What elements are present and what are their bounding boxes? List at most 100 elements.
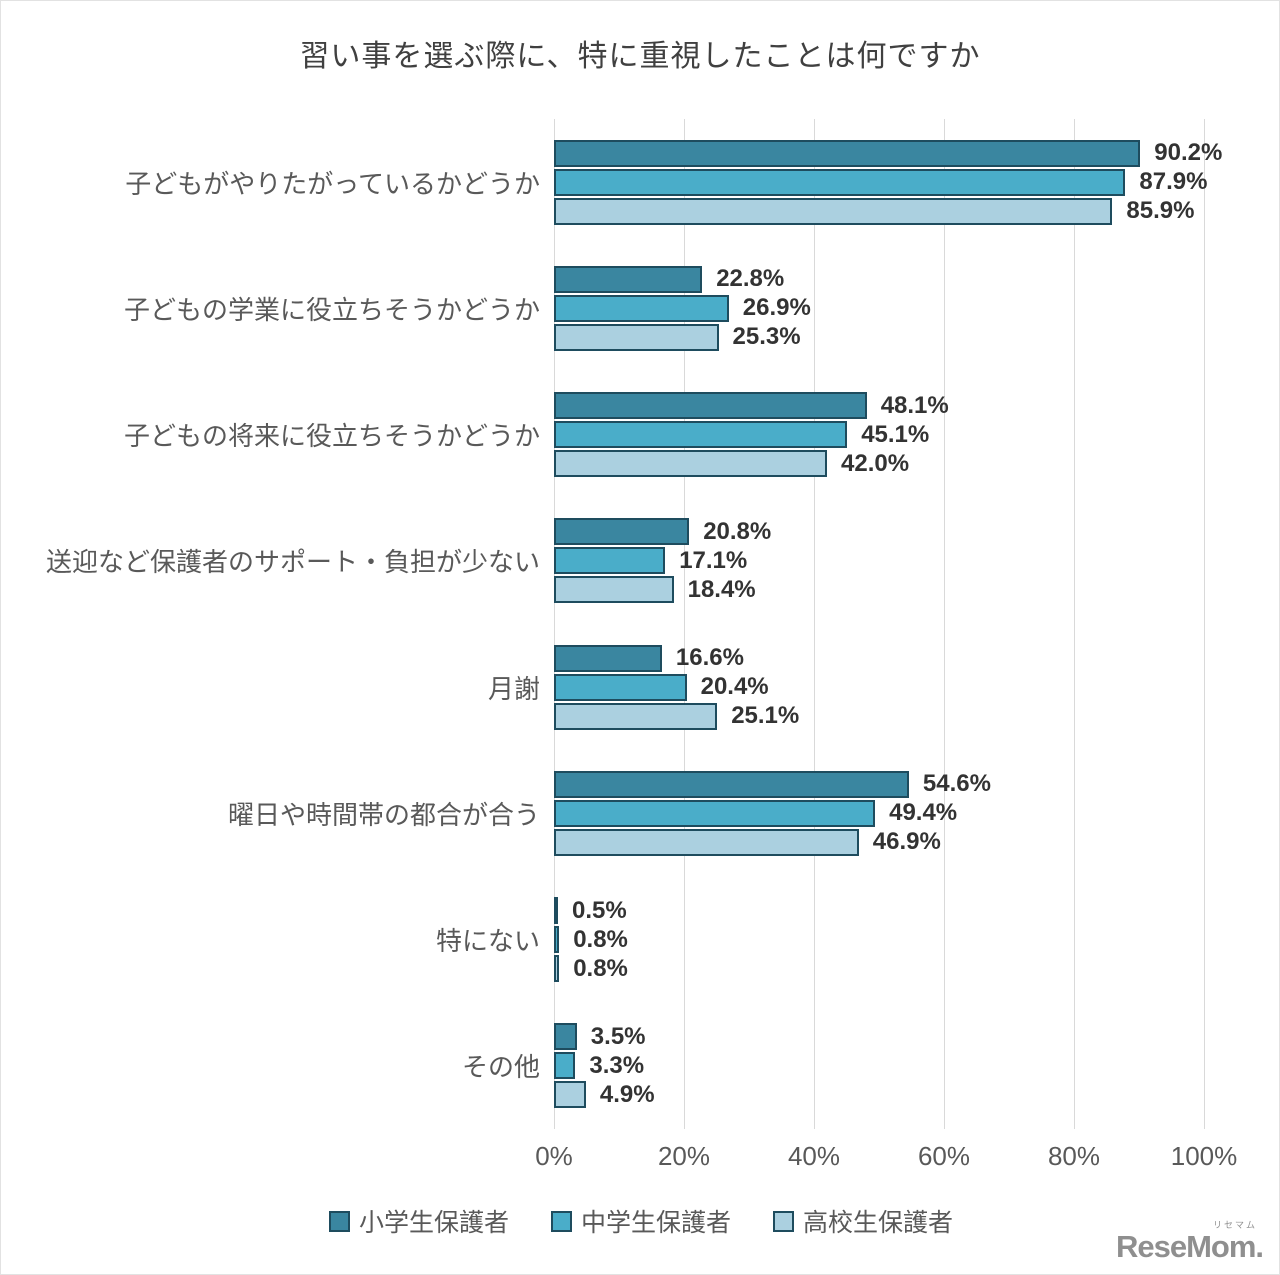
plot-area — [554, 119, 1205, 1129]
bar-value-label: 25.3% — [732, 323, 801, 351]
category-row: 特にない 0.5% 0.8% 0.8% — [1, 877, 1279, 1003]
bar-line: 18.4% — [554, 575, 1279, 604]
bar-value-label: 20.8% — [703, 517, 772, 545]
bar-series-2 — [554, 1052, 576, 1080]
gridline-0 — [554, 119, 555, 1129]
bar-line: 22.8% — [554, 265, 1279, 293]
bar-series-2 — [554, 421, 848, 449]
bar-series-1 — [554, 644, 662, 672]
category-label: 月謝 — [487, 673, 540, 704]
bar-series-1 — [554, 518, 690, 546]
bar-value-label: 45.1% — [861, 420, 930, 448]
bar-line: 17.1% — [554, 546, 1279, 575]
bar-series-3 — [554, 576, 674, 604]
bar-line: 48.1% — [554, 391, 1279, 420]
bar-series-3 — [554, 450, 827, 478]
legend-swatch-icon — [773, 1210, 794, 1232]
gridline-80 — [1074, 119, 1075, 1129]
category-label: 送迎など保護者のサポート・負担が少ない — [45, 547, 540, 578]
bar-value-label: 3.3% — [589, 1051, 645, 1079]
bar-rows: 子どもがやりたがっているかどうか 90.2% 87.9% 85.9% 子どもの学業に役立… — [1, 119, 1279, 1129]
bar-value-label: 48.1% — [880, 391, 949, 419]
bar-value-label: 90.2% — [1154, 139, 1223, 167]
bar-value-label: 87.9% — [1139, 168, 1208, 196]
bar-group: 16.6% 20.4% 25.1% — [554, 644, 1279, 730]
bar-series-3 — [554, 955, 560, 983]
bar-series-2 — [554, 799, 876, 827]
x-tick-label: 80% — [1047, 1141, 1101, 1171]
bar-line: 46.9% — [554, 828, 1279, 856]
category-label: 子どもがやりたがっているかどうか — [125, 168, 540, 199]
bar-line: 87.9% — [554, 168, 1279, 196]
bar-series-2 — [554, 547, 666, 575]
bar-line: 49.4% — [554, 799, 1279, 827]
bar-series-2 — [554, 168, 1126, 196]
bar-value-label: 49.4% — [889, 799, 958, 827]
category-label: 特にない — [435, 926, 540, 957]
gridline-20 — [684, 119, 685, 1129]
legend: 小学生保護者 中学生保護者 高校生保護者 — [1, 1203, 1279, 1239]
bar-line: 54.6% — [554, 770, 1279, 798]
bar-value-label: 16.6% — [675, 644, 744, 672]
x-tick-label: 100% — [1170, 1141, 1238, 1171]
legend-swatch-icon — [328, 1210, 350, 1232]
bar-series-1 — [554, 1023, 577, 1051]
bar-line: 0.5% — [554, 896, 1279, 925]
bar-value-label: 17.1% — [679, 546, 748, 574]
category-row: 子どもの将来に役立ちそうかどうか 48.1% 45.1% 42.0% — [1, 372, 1279, 498]
bar-line: 3.3% — [554, 1051, 1279, 1080]
resemom-logo-text: ReseMom. — [1115, 1229, 1264, 1264]
legend-label: 小学生保護者 — [358, 1209, 509, 1237]
gridline-100 — [1204, 119, 1205, 1129]
bar-value-label: 4.9% — [599, 1080, 655, 1108]
bar-group: 20.8% 17.1% 18.4% — [554, 517, 1279, 604]
resemom-logo-ruby: リセマム — [1212, 1220, 1257, 1230]
bar-value-label: 18.4% — [687, 575, 756, 603]
chart-title: 習い事を選ぶ際に、特に重視したことは何ですか — [299, 40, 981, 73]
bar-value-label: 22.8% — [716, 265, 785, 293]
bar-line: 0.8% — [554, 925, 1279, 954]
bar-group: 0.5% 0.8% 0.8% — [554, 896, 1279, 983]
legend-item: 中学生保護者 — [550, 1203, 731, 1239]
bar-series-1 — [554, 770, 909, 798]
bar-group: 54.6% 49.4% 46.9% — [554, 770, 1279, 856]
legend-item: 小学生保護者 — [328, 1203, 509, 1239]
bar-line: 85.9% — [554, 197, 1279, 225]
gridline-60 — [944, 119, 945, 1129]
category-label: 子どもの学業に役立ちそうかどうか — [123, 294, 540, 325]
legend-item: 高校生保護者 — [773, 1203, 953, 1239]
bar-line: 0.8% — [554, 954, 1279, 983]
category-label: 曜日や時間帯の都合が合う — [227, 799, 540, 830]
resemom-logo: リセマム ReseMom. — [1115, 1220, 1264, 1264]
bar-line: 4.9% — [554, 1080, 1279, 1109]
bar-value-label: 0.5% — [572, 896, 627, 924]
x-tick-label: 20% — [657, 1141, 711, 1171]
legend-swatch-icon — [550, 1210, 572, 1232]
bar-value-label: 0.8% — [573, 925, 628, 953]
category-label: その他 — [461, 1052, 540, 1083]
bar-series-3 — [554, 323, 719, 351]
bar-line: 26.9% — [554, 294, 1279, 322]
bar-value-label: 26.9% — [742, 294, 811, 322]
bar-line: 20.4% — [554, 673, 1279, 701]
bar-value-label: 46.9% — [872, 828, 941, 856]
bar-value-label: 54.6% — [922, 770, 991, 798]
bar-line: 25.3% — [554, 323, 1279, 351]
x-axis: 0% 20% 40% 60% 80% 100% — [1, 1141, 1279, 1175]
bar-value-label: 25.1% — [731, 702, 800, 730]
bar-group: 48.1% 45.1% 42.0% — [554, 391, 1279, 478]
bar-value-label: 20.4% — [700, 673, 769, 701]
bar-value-label: 3.5% — [590, 1022, 646, 1050]
bar-series-3 — [554, 702, 718, 730]
x-tick-label: 0% — [535, 1141, 573, 1171]
legend-label: 高校生保護者 — [803, 1209, 954, 1237]
bar-value-label: 85.9% — [1126, 197, 1195, 225]
bar-line: 25.1% — [554, 702, 1279, 730]
bar-series-1 — [554, 897, 558, 925]
bar-value-label: 0.8% — [573, 954, 628, 982]
category-row: 子どもがやりたがっているかどうか 90.2% 87.9% 85.9% — [1, 119, 1279, 245]
bar-line: 20.8% — [554, 517, 1279, 546]
bar-group: 3.5% 3.3% 4.9% — [554, 1022, 1279, 1109]
bar-series-3 — [554, 828, 859, 856]
